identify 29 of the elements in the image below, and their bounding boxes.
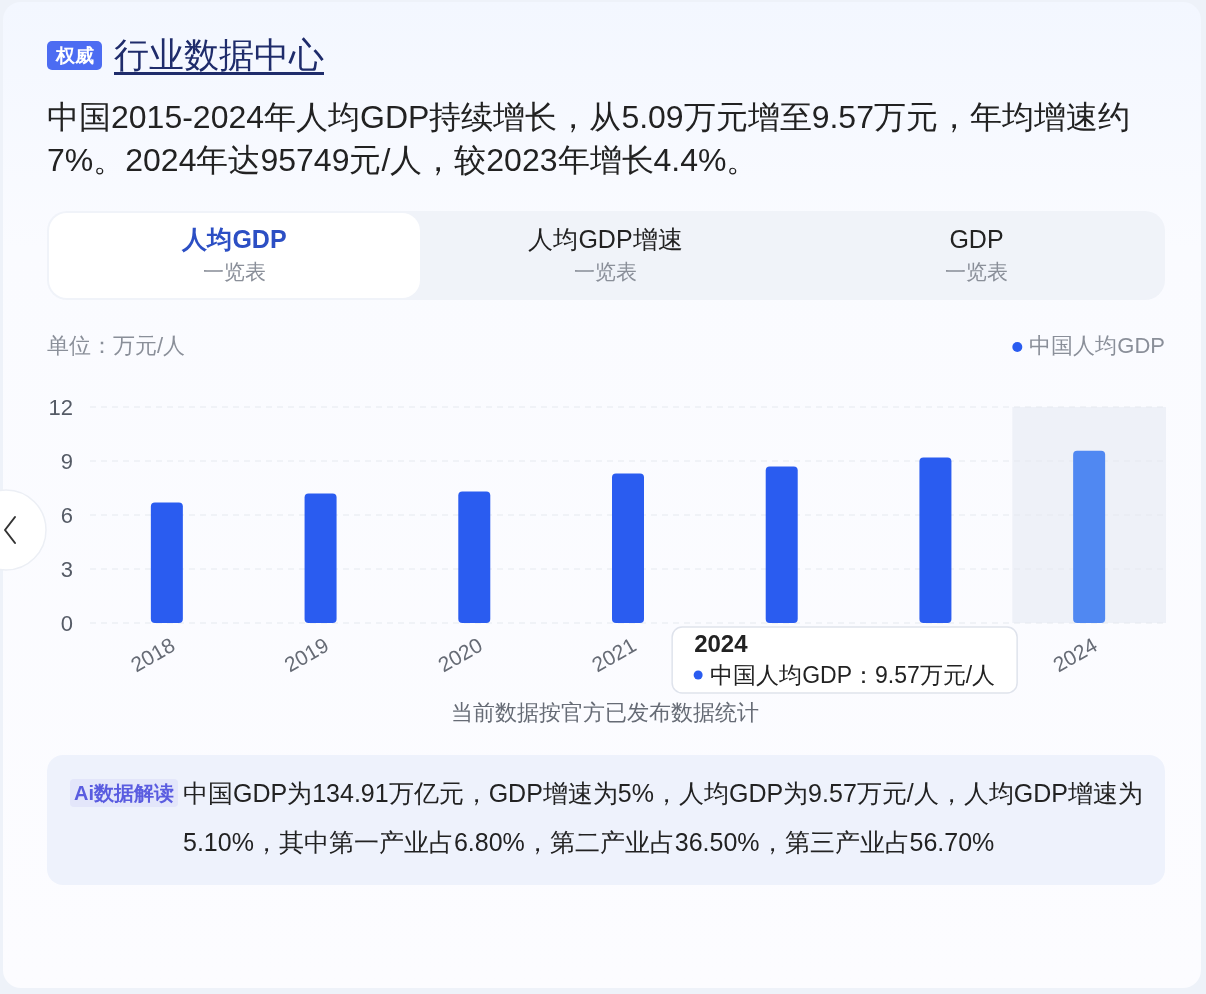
tab-label: GDP 一览表 <box>944 224 1009 285</box>
legend: 中国人均GDP <box>1012 332 1165 358</box>
bar <box>1073 450 1106 623</box>
x-tick-label: 2019 <box>280 633 333 677</box>
bar <box>612 473 644 623</box>
x-tick-label: 2018 <box>126 633 179 677</box>
x-tick-label: 2020 <box>434 633 487 677</box>
y-tick-label: 6 <box>60 502 73 528</box>
text: 权威 <box>47 41 102 70</box>
text: Ai数据解读 <box>70 779 178 807</box>
tab-label: 人均GDP增速 一览表 <box>527 224 684 285</box>
bar <box>150 502 183 623</box>
bar <box>919 457 952 623</box>
y-tick-label: 12 <box>48 394 73 420</box>
text: 当前数据按官方已发布数据统计 <box>450 699 760 727</box>
y-tick-label: 3 <box>60 556 73 582</box>
x-tick-label: 2021 <box>587 633 640 677</box>
x-tick-label: 2024 <box>1048 632 1102 677</box>
tooltip: 2024 中国人均GDP：9.57万元/人 <box>671 626 1018 694</box>
y-tick-label: 9 <box>60 448 73 474</box>
chart-subtitle: 中国2015-2024年人均GDP持续增长，从5.09万元增至9.57万元，年均增速约7%。2024年达95749元/人，较2023年增长4.4%。 <box>47 98 1130 180</box>
chart-title: 行业数据中心 <box>114 34 324 76</box>
bar <box>304 493 337 623</box>
y-axis-title: 单位：万元/人 <box>47 332 186 358</box>
text: 中国GDP为134.91万亿元，GDP增速为5%，人均GDP为9.57万元/人，人均GDP增速为5.10%，其中第一产业占6.80%，第二产业占36.50%，第三产业占56.70% <box>183 778 1143 858</box>
tab: 人均GDP 一览表 <box>49 213 420 298</box>
y-tick-label: 0 <box>60 610 73 636</box>
bar <box>765 466 798 623</box>
bar <box>458 491 491 623</box>
